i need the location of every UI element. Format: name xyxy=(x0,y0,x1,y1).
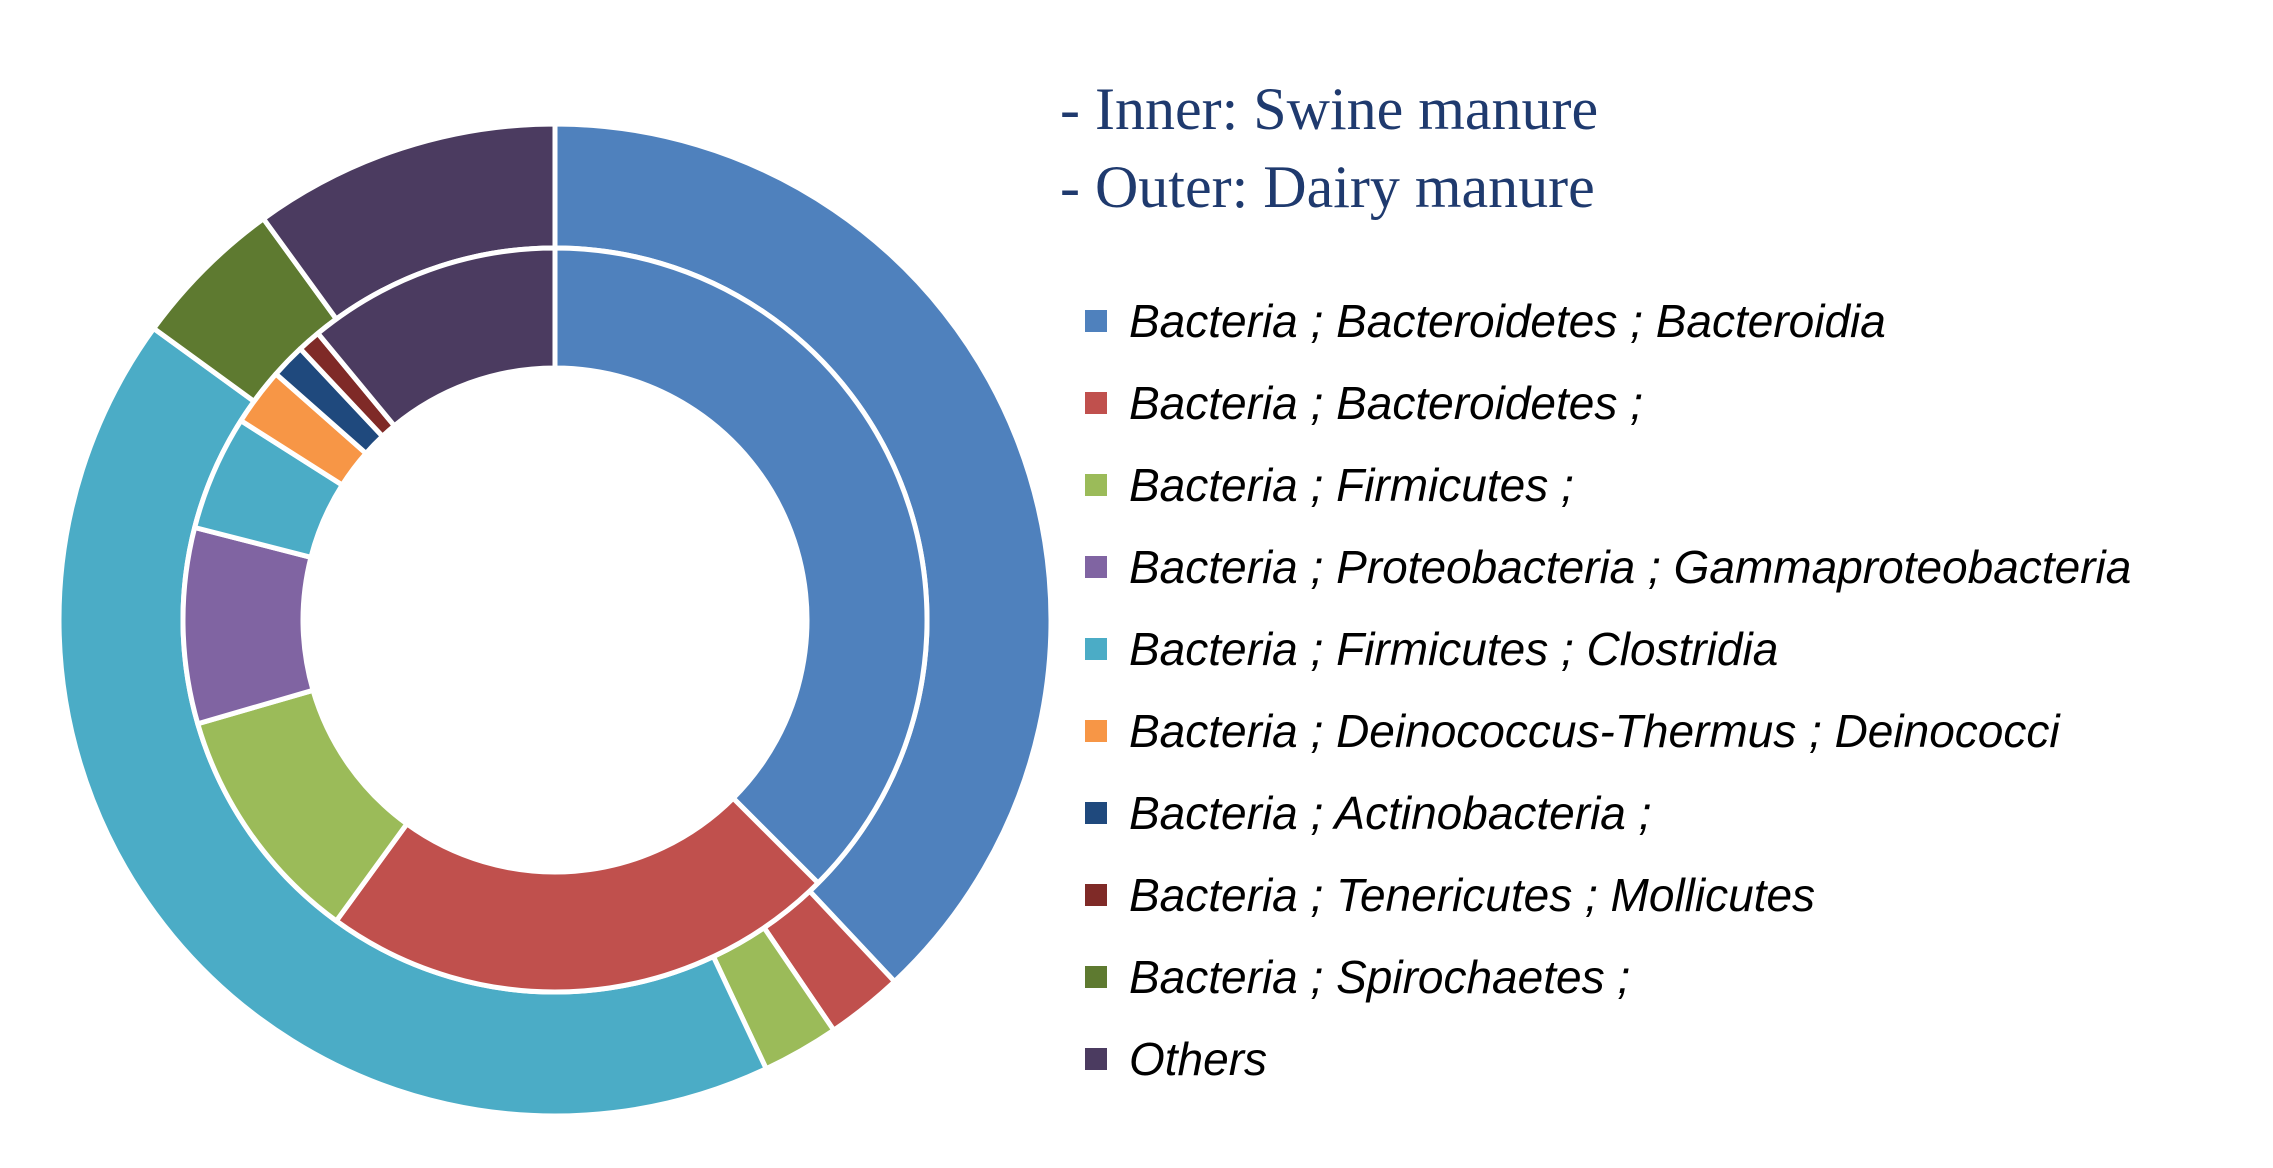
legend-label: Others xyxy=(1129,1033,1268,1085)
inner-ring-swine-manure xyxy=(180,245,930,995)
legend-label: Bacteria ; Firmicutes ; xyxy=(1129,459,1574,511)
legend-swatch xyxy=(1085,802,1107,824)
legend-label: Bacteria ; Proteobacteria ; Gammaproteob… xyxy=(1129,541,2132,593)
outer-ring-note: - Outer: Dairy manure xyxy=(1060,154,1595,220)
legend-label: Bacteria ; Firmicutes ; Clostridia xyxy=(1129,623,1779,675)
legend-label: Bacteria ; Spirochaetes ; xyxy=(1129,951,1631,1003)
legend-swatch xyxy=(1085,474,1107,496)
inner-slice-bacteria-bacteroidetes xyxy=(333,795,821,995)
legend-item: Bacteria ; Spirochaetes ; xyxy=(1085,936,2131,1018)
legend-swatch xyxy=(1085,310,1107,332)
legend-swatch xyxy=(1085,720,1107,742)
inner-slice-others xyxy=(315,245,558,429)
legend-item: Bacteria ; Bacteroidetes ; Bacteroidia xyxy=(1085,280,2131,362)
legend-swatch xyxy=(1085,556,1107,578)
legend-swatch xyxy=(1085,884,1107,906)
inner-slice-bacteria-bacteroidetes-bacteroidia xyxy=(552,245,930,886)
legend-item: Bacteria ; Proteobacteria ; Gammaproteob… xyxy=(1085,526,2131,608)
legend-item: Bacteria ; Actinobacteria ; xyxy=(1085,772,2131,854)
legend-label: Bacteria ; Actinobacteria ; xyxy=(1129,787,1652,839)
legend-label: Bacteria ; Bacteroidetes ; xyxy=(1129,377,1643,429)
legend-item: Bacteria ; Deinococcus-Thermus ; Deinoco… xyxy=(1085,690,2131,772)
inner-slice-bacteria-proteobacteria-gammaproteobacteria xyxy=(180,524,316,727)
legend-swatch xyxy=(1085,638,1107,660)
legend-item: Others xyxy=(1085,1018,2131,1100)
outer-slice-bacteria-firmicutes-clostridia xyxy=(56,325,769,1119)
legend-label: Bacteria ; Tenericutes ; Mollicutes xyxy=(1129,869,1816,921)
legend-swatch xyxy=(1085,1048,1107,1070)
legend-item: Bacteria ; Tenericutes ; Mollicutes xyxy=(1085,854,2131,936)
legend-item: Bacteria ; Firmicutes ; Clostridia xyxy=(1085,608,2131,690)
legend-item: Bacteria ; Firmicutes ; xyxy=(1085,444,2131,526)
legend-label: Bacteria ; Bacteroidetes ; Bacteroidia xyxy=(1129,295,1886,347)
legend-swatch xyxy=(1085,966,1107,988)
legend-item: Bacteria ; Bacteroidetes ; xyxy=(1085,362,2131,444)
legend-swatch xyxy=(1085,392,1107,414)
inner-ring-note: - Inner: Swine manure xyxy=(1060,76,1599,142)
ring-notes: - Inner: Swine manure - Outer: Dairy man… xyxy=(1060,70,1598,226)
legend: Bacteria ; Bacteroidetes ; Bacteroidia Ba… xyxy=(1085,280,2131,1100)
legend-label: Bacteria ; Deinococcus-Thermus ; Deinoco… xyxy=(1129,705,2060,757)
